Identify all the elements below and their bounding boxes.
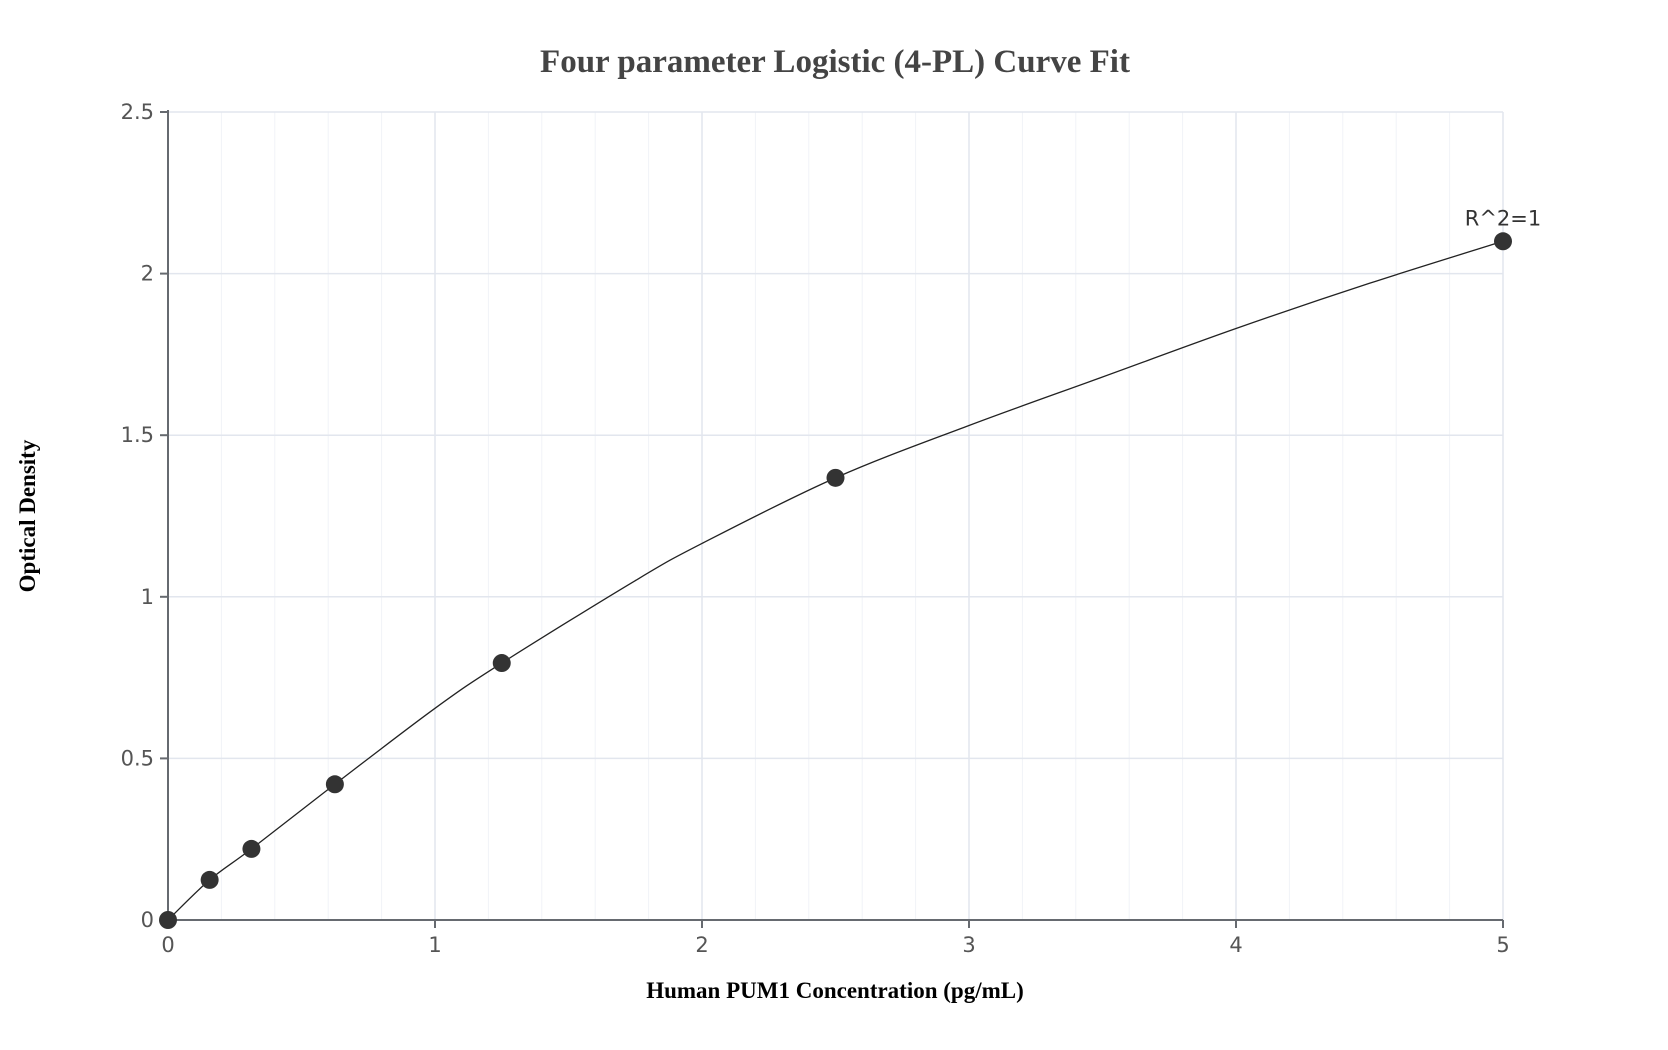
axes bbox=[160, 110, 1504, 928]
data-point bbox=[242, 839, 261, 858]
data-point bbox=[200, 870, 219, 889]
x-tick-label: 4 bbox=[1229, 933, 1242, 957]
x-tick-label: 0 bbox=[161, 933, 174, 957]
y-tick-label: 1 bbox=[141, 585, 154, 609]
data-point bbox=[325, 775, 344, 794]
x-tick-label: 2 bbox=[695, 933, 708, 957]
y-tick-label: 0 bbox=[141, 908, 154, 932]
x-tick-label: 3 bbox=[962, 933, 975, 957]
y-tick-label: 2 bbox=[141, 262, 154, 286]
x-axis-title: Human PUM1 Concentration (pg/mL) bbox=[646, 978, 1024, 1003]
fit-curve bbox=[167, 240, 1504, 921]
tick-labels: 0 1 2 3 4 5 0 0.5 1 1.5 2 2.5 bbox=[121, 100, 1510, 957]
x-tick-label: 5 bbox=[1496, 933, 1509, 957]
annotations: R^2=1 bbox=[1465, 206, 1542, 230]
data-points bbox=[159, 232, 1512, 929]
data-point bbox=[492, 654, 511, 673]
data-point bbox=[1494, 232, 1512, 251]
data-point bbox=[159, 911, 177, 929]
y-tick-label: 1.5 bbox=[121, 423, 154, 447]
data-point bbox=[826, 468, 845, 487]
major-gridlines bbox=[168, 111, 1504, 920]
minor-gridlines bbox=[220, 112, 1451, 920]
y-tick-label: 2.5 bbox=[121, 100, 154, 124]
x-tick-label: 1 bbox=[428, 933, 441, 957]
r-squared-annotation: R^2=1 bbox=[1465, 206, 1542, 230]
y-axis-title: Optical Density bbox=[15, 439, 40, 592]
y-tick-label: 0.5 bbox=[121, 746, 154, 770]
chart-title: Four parameter Logistic (4-PL) Curve Fit bbox=[540, 44, 1130, 80]
